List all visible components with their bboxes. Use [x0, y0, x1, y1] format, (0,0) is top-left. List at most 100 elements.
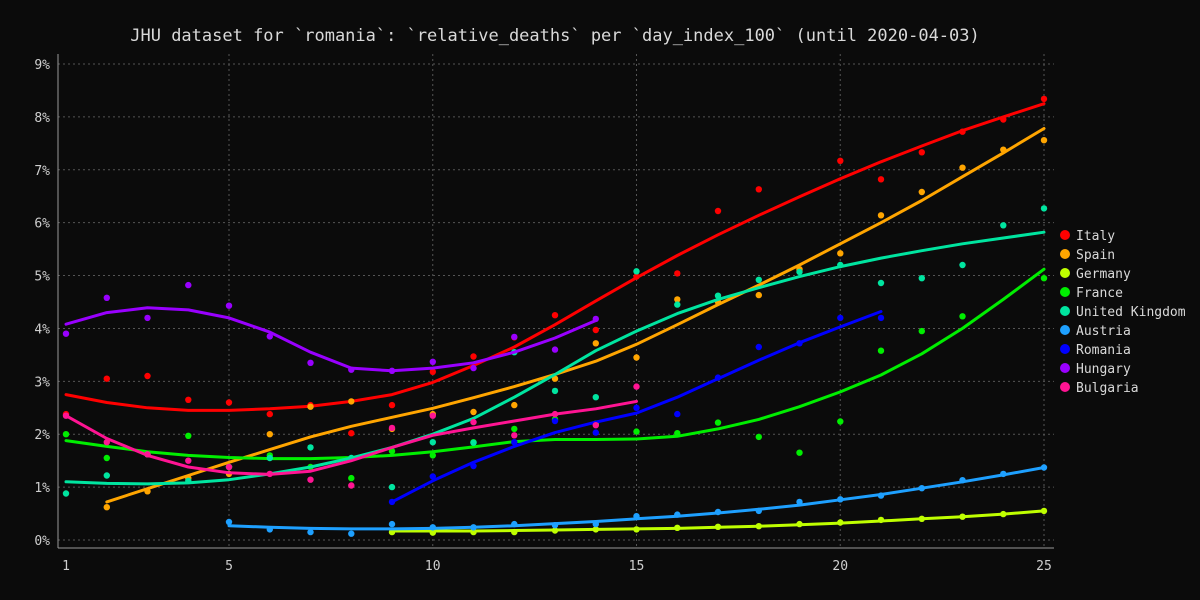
point-italy	[674, 270, 681, 277]
legend-item-spain: Spain	[1060, 248, 1115, 263]
point-germany	[388, 528, 396, 536]
point-united-kingdom	[1000, 222, 1007, 229]
point-austria	[511, 520, 518, 528]
x-tick-label: 5	[225, 559, 233, 574]
legend-item-romania: Romania	[1060, 343, 1131, 358]
point-romania	[429, 473, 436, 480]
series-spain	[103, 127, 1048, 511]
point-france	[796, 449, 803, 456]
point-bulgaria	[470, 418, 477, 426]
point-bulgaria	[144, 451, 151, 458]
point-bulgaria	[62, 412, 70, 419]
point-austria	[429, 524, 436, 531]
y-tick-label: 7%	[34, 164, 50, 179]
point-united-kingdom	[429, 439, 436, 446]
point-france	[877, 347, 885, 354]
point-spain	[266, 431, 273, 438]
point-united-kingdom	[959, 261, 966, 269]
point-spain	[1040, 137, 1048, 144]
point-germany	[877, 516, 885, 524]
y-tick-label: 8%	[34, 111, 50, 126]
point-bulgaria	[551, 410, 559, 418]
point-italy	[877, 176, 885, 183]
point-france	[103, 454, 111, 462]
point-germany	[837, 519, 844, 526]
point-austria	[755, 507, 762, 515]
trend-line-italy	[64, 102, 1046, 412]
point-austria	[307, 528, 314, 536]
point-hungary	[348, 366, 355, 373]
point-hungary	[225, 302, 233, 309]
point-italy	[714, 207, 722, 215]
point-united-kingdom	[837, 261, 844, 269]
point-italy	[755, 186, 762, 193]
point-romania	[714, 374, 722, 381]
point-austria	[674, 511, 681, 518]
point-italy	[633, 273, 640, 280]
legend-marker	[1060, 268, 1070, 278]
point-germany	[470, 528, 477, 536]
point-france	[511, 425, 518, 433]
point-romania	[470, 462, 477, 470]
point-italy	[918, 149, 925, 156]
series-bulgaria	[62, 383, 640, 489]
point-france	[1040, 275, 1048, 282]
point-austria	[592, 520, 599, 528]
point-germany	[1000, 510, 1007, 518]
axis-ticks: 0%1%2%3%4%5%6%7%8%9%1 5 10 15 20 25	[34, 58, 1051, 574]
point-spain	[755, 291, 762, 299]
x-tick-label: 1	[62, 559, 70, 574]
legend-item-germany: Germany	[1060, 267, 1131, 282]
point-italy	[470, 353, 477, 360]
y-tick-label: 2%	[34, 428, 50, 443]
point-spain	[959, 164, 966, 171]
series-layer	[62, 95, 1048, 537]
point-spain	[674, 296, 681, 303]
legend-label: Germany	[1076, 267, 1131, 282]
point-italy	[185, 396, 192, 403]
point-austria	[959, 477, 966, 484]
point-hungary	[592, 315, 599, 323]
point-austria	[388, 520, 396, 528]
point-united-kingdom	[633, 268, 640, 275]
trend-line-spain	[105, 127, 1046, 504]
legend-marker	[1060, 382, 1070, 392]
series-hungary	[62, 281, 599, 374]
trend-line-bulgaria	[64, 399, 638, 476]
point-hungary	[429, 358, 436, 365]
point-germany	[918, 515, 925, 522]
point-germany	[755, 523, 762, 530]
legend-marker	[1060, 230, 1070, 240]
point-united-kingdom	[918, 275, 925, 282]
point-hungary	[62, 330, 70, 337]
point-romania	[674, 410, 681, 418]
point-france	[674, 430, 681, 437]
legend-item-france: France	[1060, 286, 1123, 301]
point-bulgaria	[225, 463, 233, 471]
point-bulgaria	[592, 422, 599, 429]
point-italy	[388, 401, 396, 409]
point-italy	[266, 410, 273, 418]
point-spain	[307, 403, 314, 410]
point-romania	[877, 314, 885, 322]
point-hungary	[388, 367, 396, 374]
point-romania	[633, 404, 640, 411]
legend-marker	[1060, 325, 1070, 335]
point-austria	[837, 496, 844, 503]
point-hungary	[470, 364, 477, 372]
series-austria	[225, 464, 1048, 537]
series-italy	[62, 95, 1048, 437]
point-austria	[551, 522, 559, 529]
point-spain	[144, 488, 151, 495]
point-italy	[348, 430, 355, 437]
legend-label: France	[1076, 286, 1123, 301]
point-spain	[1000, 146, 1007, 153]
point-spain	[633, 354, 640, 361]
point-france	[755, 433, 762, 441]
x-tick-label: 10	[425, 559, 441, 574]
legend-marker	[1060, 344, 1070, 354]
point-germany	[551, 527, 559, 534]
point-germany	[429, 529, 436, 536]
point-france	[633, 428, 640, 435]
